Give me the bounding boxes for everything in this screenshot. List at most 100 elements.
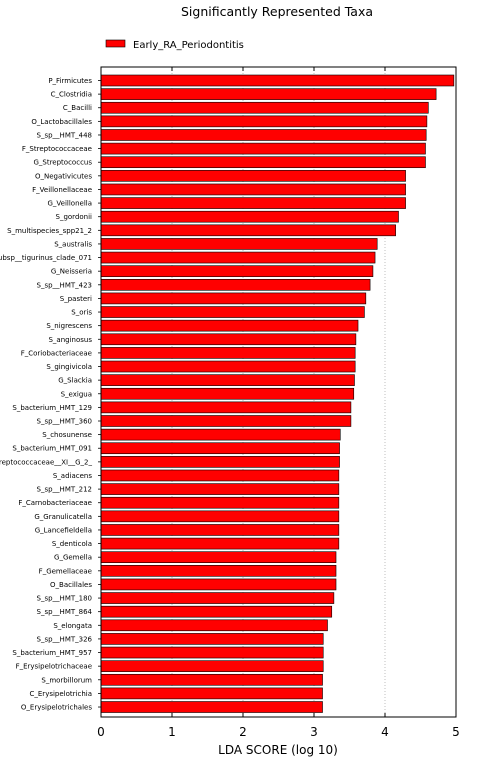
bar (100, 278, 371, 291)
x-tick-label: 1 (168, 725, 176, 739)
bar (100, 401, 352, 414)
category-labels: P_Firmicutes C_Clostridia C_Bacilli O_Lacto… (0, 77, 101, 712)
category-label: G_Veillonella (47, 200, 92, 208)
category-label: S_nigrescens (46, 322, 92, 330)
category-label: S_bacterium_HMT_957 (12, 649, 92, 657)
category-label: S_oris (71, 309, 92, 317)
bar (100, 265, 374, 277)
category-label: S_anginosus (48, 336, 92, 344)
bar (100, 306, 365, 318)
bar (100, 551, 337, 564)
x-tick-label: 5 (452, 725, 460, 739)
category-label: P_Firmicutes (48, 77, 92, 85)
legend-label: Early_RA_Periodontitis (133, 40, 244, 51)
bar (100, 224, 396, 237)
category-label: S_sp__HMT_180 (37, 595, 92, 603)
category-label: S_sp__HMT_326 (37, 635, 93, 643)
category-label: C_Clostridia (51, 91, 92, 99)
category-label: F_Streptococcaceae (22, 145, 92, 153)
bar (100, 129, 427, 141)
bar (100, 374, 355, 386)
bar (100, 687, 323, 700)
category-label: S_gordonii (56, 213, 93, 221)
category-label: S_bacterium_HMT_129 (12, 404, 92, 412)
category-label: S_gingivicola (46, 363, 92, 371)
bar (100, 605, 333, 618)
category-label: S_exigua (61, 390, 92, 398)
category-label: S_pasteri (60, 295, 92, 303)
bar (100, 360, 356, 373)
bar (100, 210, 399, 223)
category-label: F_Gemellaceae (39, 567, 92, 575)
category-label: F_Veillonellaceae (32, 186, 92, 194)
category-label: S_multispecies_spp21_2 (7, 227, 92, 235)
bar (100, 565, 337, 577)
bar (100, 469, 340, 482)
x-tick-label: 2 (239, 725, 247, 739)
category-label: S_sp__HMT_212 (37, 486, 92, 494)
category-label: O_Erysipelotrichales (21, 704, 92, 712)
bar (100, 142, 426, 155)
bar (100, 197, 406, 209)
category-label: S_sp__HMT_423 (37, 281, 92, 289)
x-axis-label: LDA SCORE (log 10) (218, 743, 338, 757)
bar (100, 646, 324, 659)
category-label: F_Carnobacteriaceae (18, 499, 92, 507)
category-label: S_adiacens (53, 472, 93, 480)
bar (100, 633, 324, 645)
bar (100, 592, 335, 604)
chart-title: Significantly Represented Taxa (181, 4, 373, 19)
bar (100, 101, 429, 114)
bar (100, 496, 340, 509)
category-label: S_australis (54, 240, 92, 248)
bar (100, 578, 337, 591)
category-label: C_Erysipelotrichia (30, 690, 93, 698)
category-label: Streptococcaceae__XI__G_2_ (0, 458, 93, 466)
category-label: O_Bacillales (50, 581, 92, 589)
x-tick-label: 3 (310, 725, 318, 739)
bars (100, 74, 455, 713)
legend: Early_RA_Periodontitis (105, 39, 244, 51)
bar (100, 387, 355, 400)
category-label: S_sp__HMT_360 (37, 418, 92, 426)
category-label: G_Granulicatella (34, 513, 92, 521)
bar (100, 292, 367, 305)
plot-frame (100, 66, 457, 718)
x-axis-ticks: 0 1 2 3 4 5 (97, 67, 460, 739)
bar (100, 428, 341, 441)
category-label: S_bacterium_HMT_091 (12, 445, 92, 453)
category-label: subsp__tigurinus_clade_071 (0, 254, 92, 262)
category-label: G_Lancefieldella (35, 526, 92, 534)
category-label: S_denticola (52, 540, 92, 548)
bar (100, 88, 437, 100)
bar (100, 619, 328, 632)
bar (100, 170, 406, 182)
category-label: S_elongata (53, 622, 92, 630)
bar (100, 415, 352, 427)
category-label: F_Coriobacteriaceae (21, 349, 92, 357)
bar (100, 483, 340, 495)
category-label: S_sp__HMT_864 (37, 608, 93, 616)
bar (100, 347, 356, 359)
category-label: C_Bacilli (63, 104, 92, 112)
category-label: S_sp__HMT_448 (37, 131, 92, 139)
bar (100, 183, 406, 196)
bar (100, 74, 455, 87)
category-label: S_morbillorum (41, 676, 92, 684)
x-tick-label: 4 (381, 725, 389, 739)
bar (100, 456, 340, 468)
bar (100, 251, 376, 264)
bar (100, 524, 340, 536)
category-label: G_Streptococcus (33, 159, 92, 167)
bar (100, 156, 426, 169)
bar (100, 673, 323, 686)
bar (100, 442, 340, 455)
category-label: F_Erysipelotrichaceae (16, 663, 92, 671)
category-label: S_chosunense (42, 431, 92, 439)
category-label: G_Neisseria (51, 268, 92, 276)
bar (100, 319, 359, 332)
bar (100, 115, 428, 128)
category-label: O_Negativicutes (35, 172, 92, 180)
bar (100, 660, 324, 672)
